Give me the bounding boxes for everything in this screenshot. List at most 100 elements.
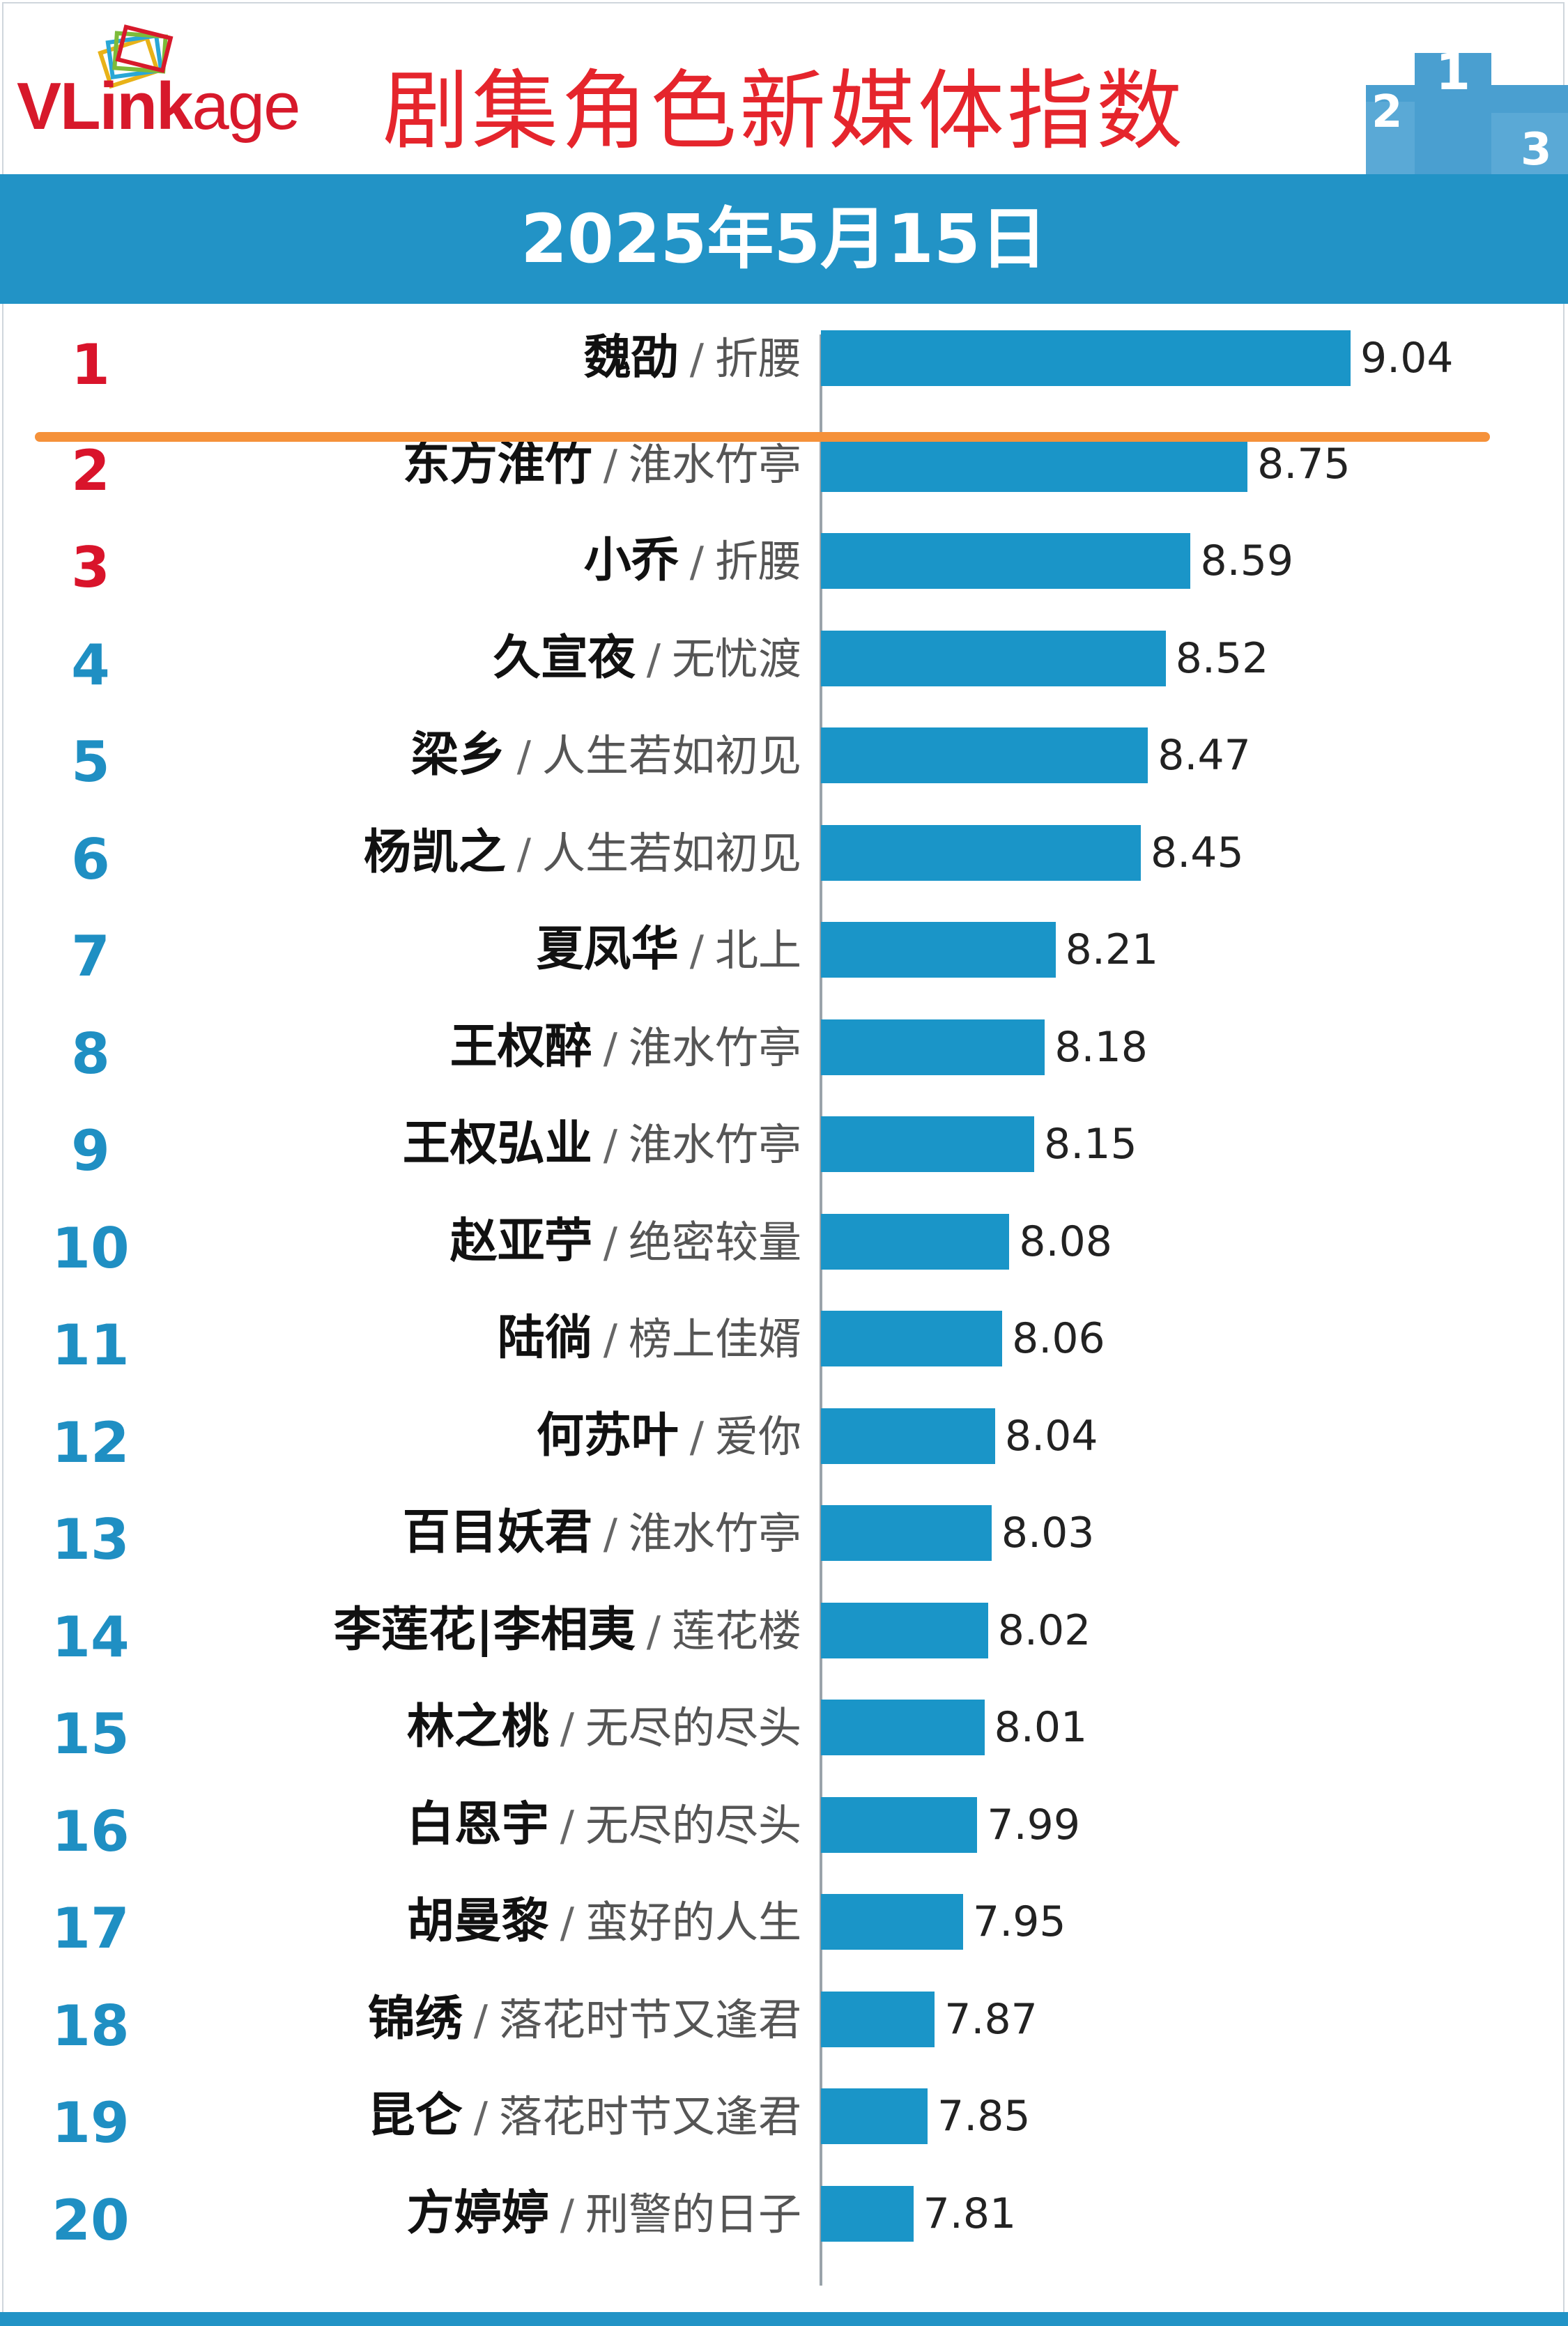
character-name: 魏劭 (583, 330, 679, 385)
value-bar (821, 533, 1191, 589)
character-name: 王权醉 (449, 1019, 592, 1075)
character-name: 林之桃 (406, 1700, 549, 1755)
show-title: 淮水竹亭 (628, 1022, 801, 1073)
value-label: 9.04 (1360, 334, 1454, 383)
show-title: 折腰 (714, 333, 801, 384)
row-label: 王权弘业 / 淮水竹亭 (139, 1109, 801, 1191)
label-separator: / (473, 2093, 488, 2142)
show-title: 刑警的日子 (585, 2188, 801, 2240)
row-label: 夏凤华 / 北上 (139, 915, 801, 996)
character-name: 赵亚苧 (449, 1213, 592, 1269)
value-label: 7.99 (987, 1800, 1081, 1849)
character-name: 梁乡 (410, 727, 506, 783)
show-title: 蛮好的人生 (585, 1897, 801, 1948)
rank-number: 9 (71, 1118, 110, 1183)
row-label: 胡曼黎 / 蛮好的人生 (139, 1887, 801, 1969)
show-title: 榜上佳婿 (628, 1314, 801, 1364)
rank-number: 17 (52, 1896, 130, 1961)
logo-cards-icon (98, 24, 174, 89)
label-separator: / (516, 732, 531, 781)
value-label: 8.06 (1012, 1314, 1105, 1363)
row-label: 赵亚苧 / 绝密较量 (139, 1207, 801, 1288)
character-name: 白恩宇 (406, 1796, 549, 1852)
value-label: 8.04 (1004, 1411, 1098, 1461)
row-label: 王权醉 / 淮水竹亭 (139, 1012, 801, 1094)
svg-text:2: 2 (1371, 86, 1403, 138)
row-label: 久宣夜 / 无忧渡 (139, 624, 801, 705)
character-name: 东方淮竹 (402, 436, 592, 491)
label-separator: / (560, 2190, 574, 2240)
label-separator: / (689, 335, 704, 384)
character-name: 小乔 (583, 533, 679, 588)
show-title: 绝密较量 (628, 1216, 801, 1268)
row-label: 小乔 / 折腰 (139, 526, 801, 608)
value-label: 8.15 (1044, 1120, 1137, 1169)
rank-number: 7 (71, 924, 110, 989)
show-title: 折腰 (714, 536, 801, 587)
value-bar (821, 1311, 1003, 1366)
value-bar (821, 922, 1056, 978)
label-separator: / (603, 1218, 617, 1268)
character-name: 胡曼黎 (406, 1894, 549, 1949)
logo-wordmark: VLinkage (17, 69, 301, 144)
character-name: 何苏叶 (536, 1408, 679, 1463)
row-label: 梁乡 / 人生若如初见 (139, 721, 801, 802)
label-separator: / (560, 1899, 574, 1948)
label-separator: / (603, 1121, 617, 1170)
value-bar (821, 727, 1148, 783)
value-label: 7.87 (944, 1994, 1038, 2044)
character-name: 夏凤华 (536, 922, 679, 977)
row-label: 方婷婷 / 刑警的日子 (139, 2179, 801, 2260)
rank-number: 1 (71, 332, 110, 397)
show-title: 人生若如初见 (541, 827, 801, 879)
rank-number: 18 (52, 1993, 130, 2058)
row-label: 锦绣 / 落花时节又逢君 (139, 1985, 801, 2066)
rank-number: 3 (71, 535, 110, 600)
row-label: 东方淮竹 / 淮水竹亭 (139, 429, 801, 511)
rank-number: 4 (71, 632, 110, 698)
show-title: 落花时节又逢君 (498, 1994, 801, 2045)
character-name: 昆仑 (367, 2088, 463, 2143)
value-bar (821, 1505, 992, 1561)
rank-number: 6 (71, 826, 110, 892)
character-name: 杨凯之 (363, 824, 506, 880)
character-name: 久宣夜 (493, 630, 636, 686)
value-bar (821, 630, 1166, 686)
value-bar (821, 2185, 914, 2242)
show-title: 无忧渡 (671, 633, 801, 684)
show-title: 无尽的尽头 (585, 1799, 801, 1851)
value-bar (821, 1700, 985, 1755)
value-label: 8.21 (1065, 925, 1159, 974)
character-name: 锦绣 (367, 1991, 463, 2047)
value-label: 8.47 (1158, 731, 1251, 780)
row-label: 李莲花|李相夷 / 莲花楼 (139, 1596, 801, 1677)
rank-number: 20 (52, 2187, 130, 2253)
row-label: 何苏叶 / 爱你 (139, 1401, 801, 1483)
rank-number: 5 (71, 730, 110, 794)
label-separator: / (603, 1510, 617, 1559)
vlinkage-logo: VLinkage (17, 24, 344, 149)
character-name: 王权弘业 (402, 1116, 592, 1171)
rank-number: 15 (52, 1702, 130, 1766)
value-bar (821, 1213, 1010, 1270)
date-banner: 2025年5月15日 (0, 174, 1568, 304)
rank-number: 8 (71, 1021, 110, 1086)
show-title: 淮水竹亭 (628, 1508, 801, 1559)
show-title: 北上 (714, 925, 801, 976)
show-title: 莲花楼 (671, 1605, 801, 1656)
footer-strip (0, 2312, 1568, 2326)
row-label: 白恩宇 / 无尽的尽头 (139, 1790, 801, 1872)
label-separator: / (516, 829, 531, 879)
rank-number: 11 (52, 1313, 130, 1378)
value-bar (821, 1991, 935, 2047)
value-label: 8.18 (1054, 1022, 1148, 1072)
page-title: 剧集角色新媒体指数 (382, 61, 1185, 162)
row-label: 杨凯之 / 人生若如初见 (139, 818, 801, 900)
value-label: 8.59 (1200, 537, 1294, 585)
svg-text:3: 3 (1521, 124, 1552, 176)
value-label: 8.03 (1001, 1509, 1095, 1557)
rank-number: 10 (52, 1215, 130, 1281)
value-bar (821, 1116, 1035, 1172)
value-label: 8.52 (1175, 633, 1269, 683)
